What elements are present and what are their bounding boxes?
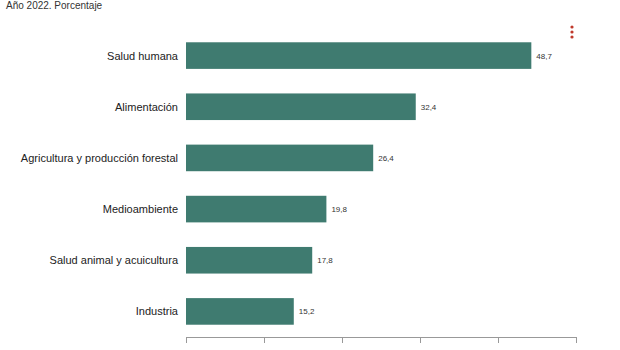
bar	[186, 247, 312, 274]
menu-dot[interactable]	[570, 25, 573, 28]
x-tick	[576, 337, 577, 343]
menu-dot[interactable]	[570, 35, 573, 38]
bar	[186, 298, 294, 325]
data-label: 32,4	[421, 103, 437, 112]
chart-root: Año 2022. Porcentaje Salud humana 48,7 Alim…	[0, 0, 620, 350]
category-label: Medioambiente	[103, 203, 178, 215]
bars	[186, 42, 531, 324]
category-label: Salud humana	[107, 50, 179, 62]
category-label: Salud animal y acuicultura	[50, 254, 179, 266]
data-label: 48,7	[536, 52, 552, 61]
bar	[186, 196, 326, 223]
bar	[186, 93, 416, 120]
x-tick	[420, 337, 421, 343]
chart: Año 2022. Porcentaje Salud humana 48,7 Alim…	[0, 0, 620, 350]
x-tick	[264, 337, 265, 343]
menu-dot[interactable]	[570, 30, 573, 33]
bar	[186, 42, 531, 69]
data-label: 19,8	[331, 205, 347, 214]
data-label: 15,2	[299, 307, 315, 316]
data-label: 17,8	[317, 256, 333, 265]
x-tick	[186, 337, 187, 343]
data-label: 26,4	[378, 154, 394, 163]
category-label: Alimentación	[115, 101, 178, 113]
category-label: Industria	[136, 305, 179, 317]
x-tick	[498, 337, 499, 343]
subtitle: Año 2022. Porcentaje	[6, 0, 103, 11]
x-tick	[342, 337, 343, 343]
menu-icon[interactable]	[570, 25, 573, 38]
bar	[186, 145, 373, 172]
x-axis-line	[186, 337, 576, 338]
category-label: Agricultura y producción forestal	[21, 152, 178, 164]
